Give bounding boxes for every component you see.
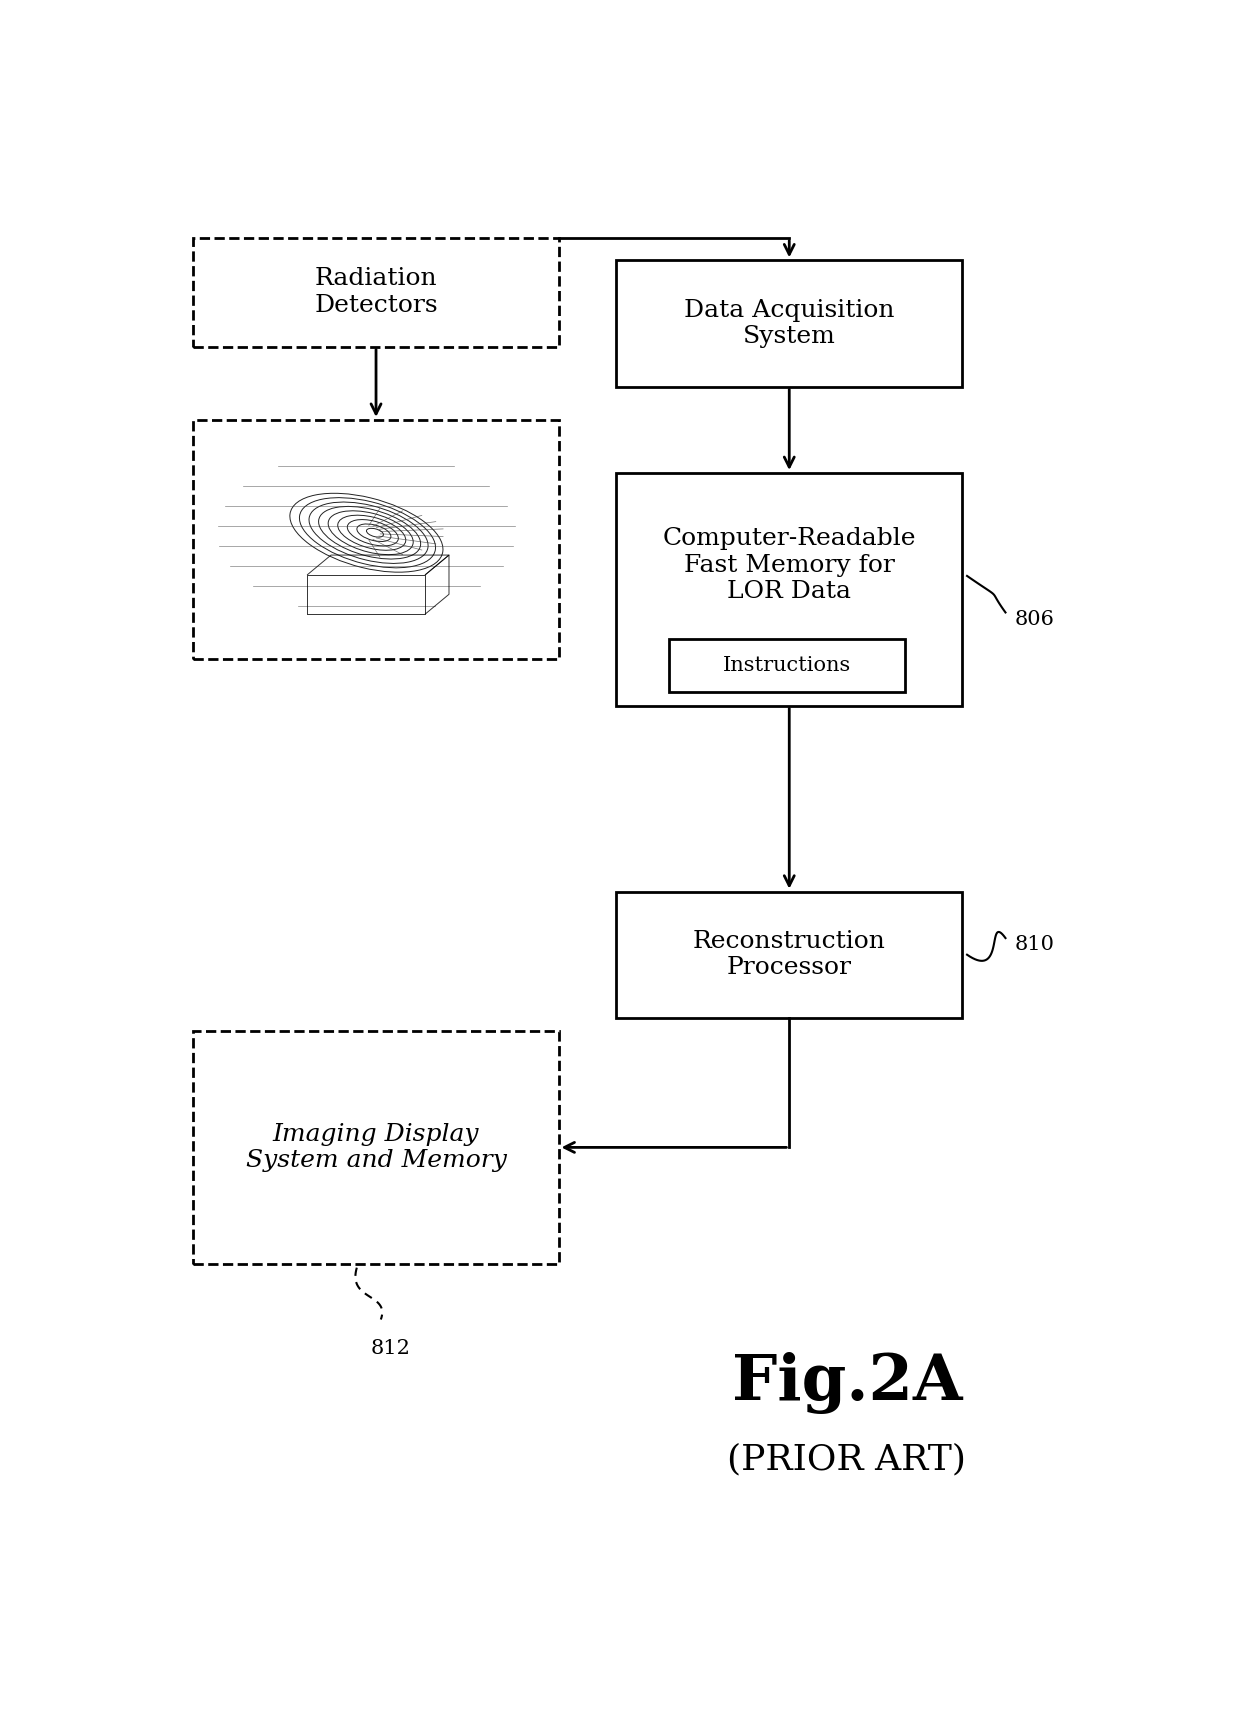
Text: Computer-Readable
Fast Memory for
LOR Data: Computer-Readable Fast Memory for LOR Da… [662, 526, 916, 604]
Bar [193, 238, 558, 347]
Bar [670, 639, 904, 692]
Bar [616, 892, 962, 1018]
Text: Radiation
Detectors: Radiation Detectors [314, 268, 438, 318]
Text: Imaging Display
System and Memory: Imaging Display System and Memory [246, 1122, 506, 1172]
Text: 810: 810 [1016, 935, 1055, 954]
Text: 806: 806 [1016, 609, 1055, 628]
Text: Instructions: Instructions [723, 656, 851, 675]
Text: Reconstruction
Processor: Reconstruction Processor [693, 930, 885, 979]
Bar [193, 1030, 558, 1263]
Text: Fig.2A: Fig.2A [732, 1351, 962, 1414]
Bar [616, 473, 962, 706]
Text: (PRIOR ART): (PRIOR ART) [728, 1441, 966, 1476]
Text: 812: 812 [371, 1339, 410, 1358]
Text: Data Acquisition
System: Data Acquisition System [684, 299, 894, 349]
Bar [193, 419, 558, 659]
Bar [616, 261, 962, 387]
